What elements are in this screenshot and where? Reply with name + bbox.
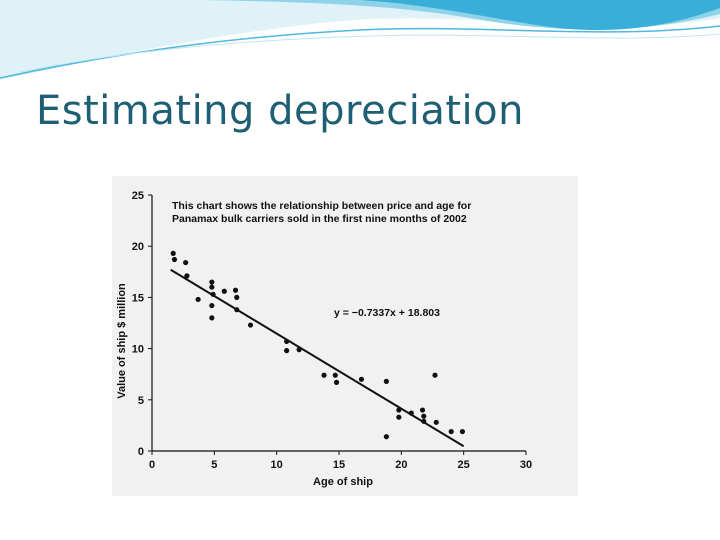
data-point <box>284 338 290 345</box>
data-point <box>195 296 201 303</box>
header-wave-decoration <box>0 0 720 80</box>
data-point <box>170 250 176 256</box>
data-point <box>234 307 240 313</box>
data-point <box>332 372 338 378</box>
x-tick-label: 5 <box>211 459 217 471</box>
x-axis-label: Age of ship <box>313 476 373 488</box>
data-point <box>321 372 327 378</box>
scatter-chart: 0 5 10 15 20 25 30 0 5 10 15 20 25 This chart shows … <box>116 190 532 488</box>
data-point <box>396 414 402 420</box>
y-tick-label: 10 <box>132 344 144 356</box>
y-tick-label: 15 <box>132 292 144 304</box>
data-point <box>247 322 254 328</box>
slide-title: Estimating depreciation <box>36 88 524 134</box>
data-point <box>333 379 340 385</box>
data-point <box>383 434 389 440</box>
data-point <box>209 284 215 290</box>
y-tick-label: 20 <box>132 241 144 253</box>
data-point <box>396 407 402 413</box>
data-point <box>459 428 466 435</box>
data-point <box>433 419 439 425</box>
data-point <box>209 279 215 285</box>
data-point <box>421 418 427 424</box>
data-point <box>432 372 438 378</box>
data-point <box>210 291 216 297</box>
data-point <box>421 413 427 419</box>
data-point <box>209 302 215 309</box>
y-tick-label: 25 <box>132 190 144 202</box>
data-point <box>408 410 414 416</box>
x-tick-label: 15 <box>333 459 345 471</box>
y-tick-label: 5 <box>138 395 144 407</box>
data-point <box>284 348 290 354</box>
data-point <box>209 315 215 321</box>
data-point <box>419 407 426 413</box>
data-point <box>448 428 454 435</box>
x-tick-label: 30 <box>520 459 532 471</box>
x-tick-label: 25 <box>458 459 470 471</box>
x-tick-label: 20 <box>395 459 407 471</box>
data-point <box>171 256 178 263</box>
y-tick-label: 0 <box>138 446 144 458</box>
banner-wave-line-2 <box>19 33 720 73</box>
data-point <box>232 287 239 293</box>
x-tick-label: 10 <box>271 459 283 471</box>
data-point <box>358 376 365 382</box>
data-point <box>234 294 240 300</box>
data-point <box>183 259 189 266</box>
trend-line <box>170 268 465 448</box>
data-point <box>383 378 389 384</box>
data-point <box>221 288 227 294</box>
trendline-equation: y = −0.7337x + 18.803 <box>334 307 440 319</box>
data-point <box>296 347 302 353</box>
chart-annotation-line-2: Panamax bulk carriers sold in the first … <box>172 213 467 225</box>
chart-panel: 0 5 10 15 20 25 30 0 5 10 15 20 25 This chart shows … <box>112 176 578 496</box>
banner-wave-dark <box>360 0 720 31</box>
data-point <box>184 273 190 279</box>
y-axis-label: Value of ship $ million <box>116 283 128 399</box>
chart-annotation-line-1: This chart shows the relationship betwee… <box>172 200 471 212</box>
x-tick-label: 0 <box>149 459 155 471</box>
